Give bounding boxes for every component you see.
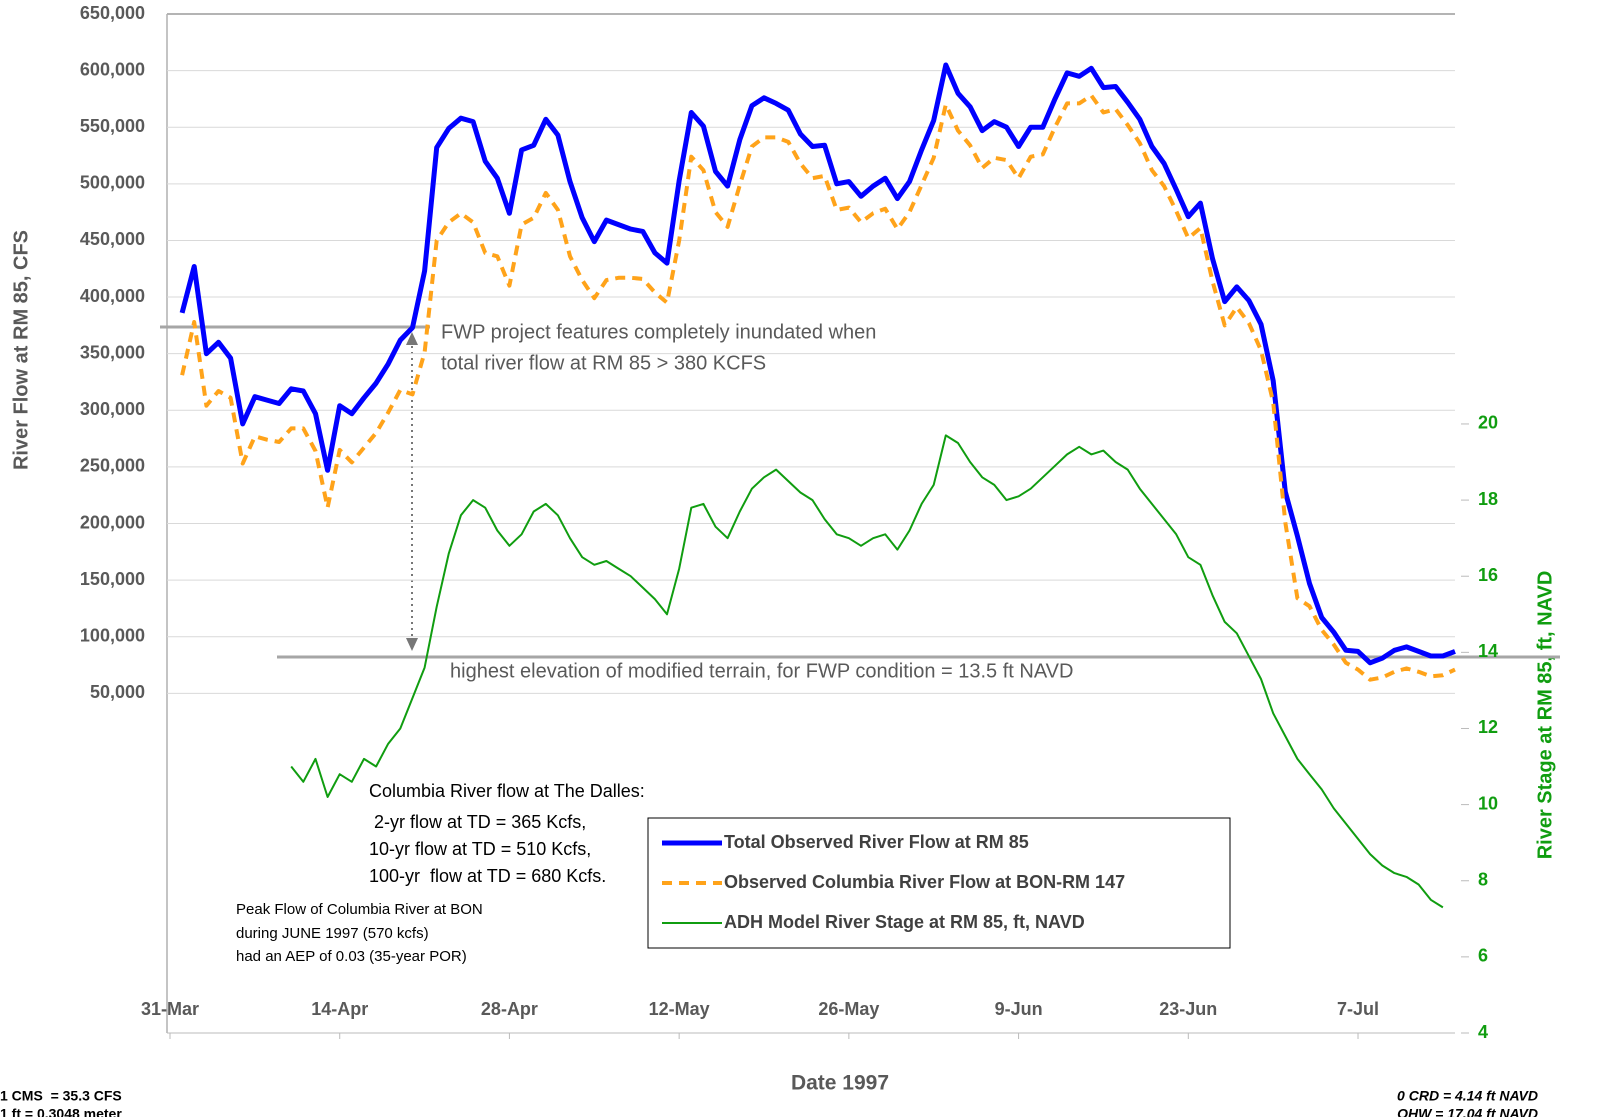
y-tick-label: 200,000: [80, 512, 145, 532]
y2-tick-label: 4: [1478, 1022, 1488, 1042]
x-tick-label: 14-Apr: [311, 999, 368, 1019]
y-tick-label: 550,000: [80, 116, 145, 136]
y2-tick-label: 12: [1478, 717, 1498, 737]
annotation: had an AEP of 0.03 (35-year POR): [236, 948, 467, 965]
dalles-note: Columbia River flow at The Dalles: 2-yr …: [369, 781, 645, 886]
y-tick-label: 600,000: [80, 59, 145, 79]
annotation: during JUNE 1997 (570 kcfs): [236, 925, 429, 942]
y2-tick-label: 16: [1478, 565, 1498, 585]
y2-tick-label: 6: [1478, 946, 1488, 966]
y2-axis-label: River Stage at RM 85, ft, NAVD: [1534, 571, 1556, 860]
legend-label: Observed Columbia River Flow at BON-RM 1…: [724, 872, 1125, 892]
annotation: OHW = 17.04 ft NAVD: [1397, 1106, 1538, 1117]
annotation: 0 CRD = 4.14 ft NAVD: [1397, 1088, 1538, 1104]
peak-note: Peak Flow of Columbia River at BON durin…: [236, 901, 483, 965]
x-tick-label: 26-May: [818, 999, 879, 1019]
x-tick-label: 28-Apr: [481, 999, 538, 1019]
y-tick-label: 350,000: [80, 342, 145, 362]
annotation: FWP project features completely inundate…: [441, 321, 876, 343]
y-tick-label: 650,000: [80, 3, 145, 23]
annotation: highest elevation of modified terrain, f…: [450, 660, 1073, 682]
annotation: 1 ft = 0.3048 meter: [0, 1106, 122, 1117]
y2-tick-label: 8: [1478, 869, 1488, 889]
annotation: 10-yr flow at TD = 510 Kcfs,: [369, 839, 591, 859]
y2-tick-label: 14: [1478, 641, 1498, 661]
y2-tick-label: 18: [1478, 489, 1498, 509]
annotation: 1 CMS = 35.3 CFS: [0, 1088, 122, 1104]
legend-label: ADH Model River Stage at RM 85, ft, NAVD: [724, 912, 1085, 932]
y-tick-label: 500,000: [80, 173, 145, 193]
x-tick-label: 31-Mar: [141, 999, 199, 1019]
annotation: Columbia River flow at The Dalles:: [369, 781, 645, 801]
legend-box: [647, 817, 1231, 949]
y2-tick-label: 20: [1478, 413, 1498, 433]
annotation: Peak Flow of Columbia River at BON: [236, 901, 483, 918]
units-note: 1 CMS = 35.3 CFS 1 ft = 0.3048 meter: [0, 1088, 122, 1117]
y2-tick-label: 10: [1478, 793, 1498, 813]
series-line: [179, 62, 1456, 666]
y-tick-label: 50,000: [90, 682, 145, 702]
y-tick-label: 400,000: [80, 286, 145, 306]
y-tick-label: 100,000: [80, 625, 145, 645]
annotation: total river flow at RM 85 > 380 KCFS: [441, 352, 766, 374]
datum-note: 0 CRD = 4.14 ft NAVD OHW = 17.04 ft NAVD: [1397, 1088, 1538, 1117]
y-tick-label: 300,000: [80, 399, 145, 419]
series-line: [180, 93, 1456, 682]
y-tick-label: 250,000: [80, 456, 145, 476]
y-axis-label: River Flow at RM 85, CFS: [10, 230, 32, 470]
x-axis-label: Date 1997: [791, 1072, 889, 1095]
legend-label: Total Observed River Flow at RM 85: [724, 832, 1029, 852]
x-tick-label: 12-May: [649, 999, 710, 1019]
x-tick-label: 9-Jun: [995, 999, 1043, 1019]
x-tick-label: 23-Jun: [1159, 999, 1217, 1019]
series-line: [290, 434, 1444, 909]
series-layer: [167, 13, 1456, 909]
y-tick-label: 150,000: [80, 569, 145, 589]
y-tick-label: 450,000: [80, 229, 145, 249]
annotation: 2-yr flow at TD = 365 Kcfs,: [369, 812, 586, 832]
x-tick-label: 7-Jul: [1337, 999, 1379, 1019]
annotation: 100-yr flow at TD = 680 Kcfs.: [369, 866, 606, 886]
